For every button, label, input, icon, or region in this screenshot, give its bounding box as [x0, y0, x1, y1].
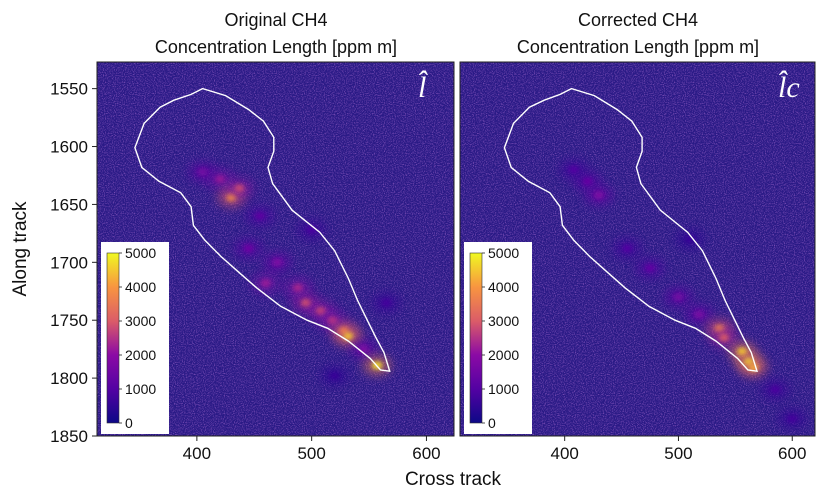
hotspot-layer	[188, 162, 401, 386]
y-tick-label: 1800	[50, 369, 88, 388]
x-tick-label: 400	[183, 444, 211, 463]
y-tick-label: 1650	[50, 195, 88, 214]
hotspot-core	[306, 225, 317, 234]
x-tick-label: 500	[297, 444, 325, 463]
panel-symbol: l̂	[418, 70, 428, 104]
hotspot-core	[327, 316, 338, 325]
colorbar-tick-label: 1000	[125, 381, 156, 397]
hotspot-core	[358, 345, 369, 354]
x-tick-label: 500	[664, 444, 692, 463]
colorbar-tick-label: 2000	[125, 347, 156, 363]
hotspot-core	[329, 371, 340, 380]
hotspot-core	[770, 385, 781, 394]
panel-title-line-2: Concentration Length [ppm m]	[155, 37, 397, 57]
y-tick-label: 1750	[50, 311, 88, 330]
colorbar-tick-label: 5000	[488, 245, 519, 261]
colorbar-gradient	[106, 252, 120, 424]
hotspot-core	[292, 283, 303, 292]
colorbar-tick-label: 0	[488, 415, 496, 431]
colorbar-tick-label: 4000	[125, 279, 156, 295]
colorbar: 0 1000 2000 3000 4000 5000	[464, 242, 532, 434]
colorbar-tick-label: 4000	[488, 279, 519, 295]
colorbar-tick-label: 0	[125, 415, 133, 431]
hotspot-core	[787, 414, 798, 423]
plume-outline	[134, 87, 391, 373]
hotspot-core	[693, 310, 704, 319]
x-tick-label: 600	[412, 444, 440, 463]
panel-symbol: l̂c	[778, 70, 800, 104]
axes-ticks: 400 500 600 1550 1600 1650 1700 1750 1800 1850	[50, 80, 440, 463]
colorbar: 0 1000 2000 3000 4000 5000	[101, 242, 169, 434]
colorbar-tick-label: 1000	[488, 381, 519, 397]
hotspot-core	[568, 165, 579, 174]
hotspot-core	[234, 184, 245, 193]
y-tick-label: 1600	[50, 138, 88, 157]
x-axis-label: Cross track	[405, 469, 502, 490]
hotspot-core	[622, 244, 633, 253]
y-tick-label: 1850	[50, 427, 88, 446]
hotspot-core	[718, 333, 729, 342]
hotspot-core	[593, 191, 604, 200]
plot-frame	[459, 61, 816, 437]
hotspot-core	[260, 279, 271, 288]
colorbar-tick-label: 2000	[488, 347, 519, 363]
hotspot-core	[300, 298, 311, 307]
hotspot-core	[381, 298, 392, 307]
panel-title-line-1: Corrected CH4	[578, 10, 698, 30]
hotspot-core	[673, 293, 684, 302]
colorbar-gradient	[469, 252, 483, 424]
panel-title-line-1: Original CH4	[224, 10, 327, 30]
y-tick-label: 1700	[50, 253, 88, 272]
colorbar-tick-label: 3000	[125, 313, 156, 329]
x-tick-label: 400	[550, 444, 578, 463]
panel-corrected: Corrected CH4 Concentration Length [ppm …	[459, 10, 816, 463]
y-axis-label: Along track	[10, 201, 31, 297]
hotspot-core	[645, 264, 656, 273]
hotspot-core	[243, 244, 254, 253]
hotspot-core	[343, 332, 354, 341]
hotspot-core	[255, 212, 266, 220]
axes-ticks: 400 500 600	[550, 436, 806, 463]
hotspot-core	[272, 258, 283, 267]
plume-outline	[503, 87, 758, 373]
colorbar-tick-label: 3000	[488, 313, 519, 329]
panel-original: Original CH4 Concentration Length [ppm m…	[50, 10, 455, 463]
y-tick-label: 1550	[50, 80, 88, 99]
panel-title-line-2: Concentration Length [ppm m]	[517, 37, 759, 57]
plot-frame	[96, 61, 455, 437]
hotspot-core	[214, 174, 225, 183]
hotspot-core	[197, 168, 208, 176]
colorbar-tick-label: 5000	[125, 245, 156, 261]
hotspot-core	[582, 177, 593, 186]
x-tick-label: 600	[778, 444, 806, 463]
